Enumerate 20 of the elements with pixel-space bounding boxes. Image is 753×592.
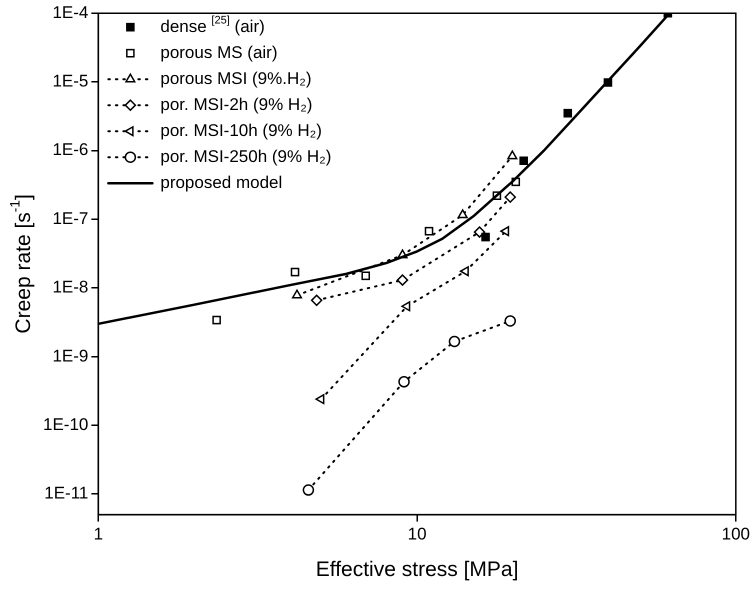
- legend-label: dense [25] (air): [160, 14, 265, 36]
- y-tick-label: 1E-5: [52, 72, 88, 91]
- y-tick-label: 1E-7: [52, 208, 88, 228]
- legend-label: por. MSI-250h (9% H₂): [160, 146, 332, 166]
- y-tick-label: 1E-10: [42, 414, 88, 434]
- y-tick-label: 1E-6: [52, 140, 88, 160]
- x-axis-title: Effective stress [MPa]: [316, 558, 518, 581]
- legend-label: proposed model: [160, 172, 282, 192]
- legend-label: por. MSI-2h (9% H₂): [160, 94, 312, 114]
- x-tick-label: 100: [722, 524, 750, 544]
- y-tick-label: 1E-11: [44, 484, 88, 503]
- y-tick-label: 1E-4: [52, 2, 88, 22]
- y-tick-label: 1E-8: [52, 278, 88, 297]
- x-tick-label: 10: [408, 524, 427, 544]
- legend-label: porous MSI (9%.H₂): [160, 68, 312, 88]
- y-tick-label: 1E-9: [52, 346, 88, 366]
- x-tick-label: 1: [94, 524, 104, 544]
- legend-label: porous MS (air): [160, 42, 278, 62]
- y-axis-title: Creep rate [s-1]: [7, 194, 35, 334]
- legend-label: por. MSI-10h (9% H₂): [160, 120, 322, 140]
